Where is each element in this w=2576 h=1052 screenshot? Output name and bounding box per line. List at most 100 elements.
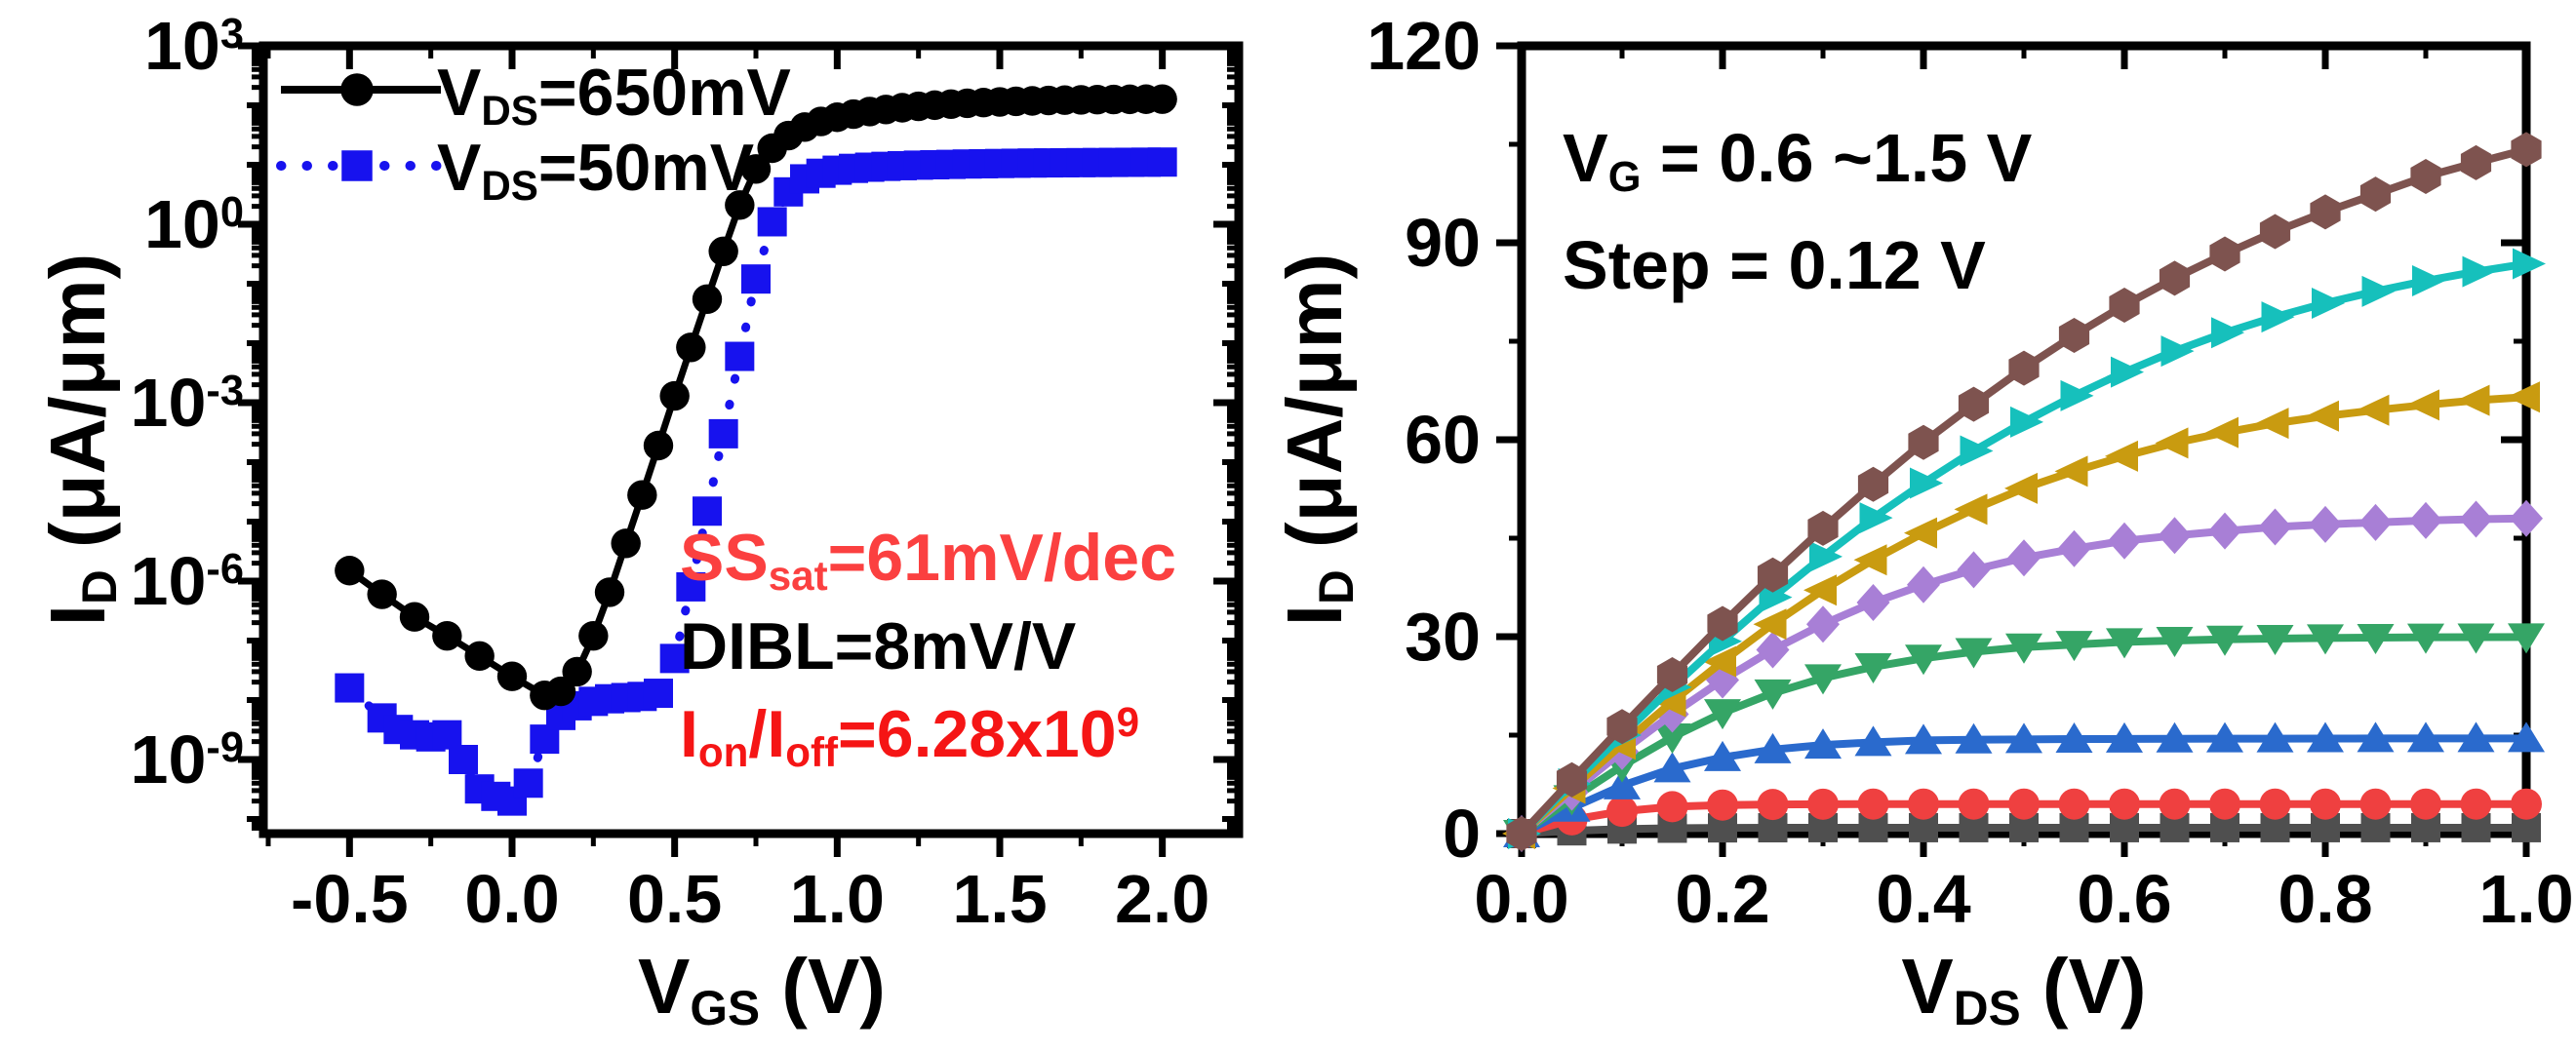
text-segment: -3 [206,368,244,415]
hexagon-marker [2209,236,2240,272]
square-marker [513,768,543,799]
hexagon-marker [2511,132,2542,168]
square-marker [708,418,738,448]
text-segment: =6.28x10 [838,697,1117,771]
triangle-up-marker [2508,721,2545,753]
triangle-left-marker [1853,544,1887,576]
triangle-left-marker [2004,472,2038,504]
circle-marker [1908,788,1939,820]
circle-marker [399,602,430,632]
text-segment: 9 [1116,698,1140,745]
circle-marker [340,73,374,106]
text-segment: -6 [206,546,244,594]
circle-marker [1606,796,1638,828]
hexagon-marker [2460,144,2492,180]
x-tick-label: 2.0 [1115,861,1210,937]
square-marker [740,264,771,294]
triangle-right-marker [2513,248,2546,280]
text-segment: =650mV [537,56,791,130]
x-tick-label: 0.2 [1675,861,1770,937]
diamond-marker [2510,499,2543,537]
triangle-down-marker [2106,628,2143,659]
x-axis-title: VDS (V) [1901,948,2146,1033]
diamond-marker [1957,551,1991,589]
triangle-up-marker [1754,732,1792,763]
triangle-left-marker [1753,608,1787,641]
hexagon-marker [2359,176,2392,213]
triangle-left-marker [1904,517,1937,549]
diamond-marker [2309,505,2342,543]
square-marker [725,341,755,371]
circle-marker [2511,788,2542,820]
triangle-up-marker [1704,740,1741,771]
circle-marker [335,556,365,586]
triangle-down-marker [1653,723,1691,755]
triangle-down-marker [2256,625,2294,656]
diamond-marker [2409,501,2442,539]
text-segment: (μA/μm) [34,253,121,570]
text-segment: D [71,569,127,605]
triangle-up-marker [2357,721,2395,753]
circle-marker [2460,788,2492,820]
circle-marker [562,656,592,687]
hexagon-marker [1807,510,1839,546]
triangle-right-marker [2160,335,2195,368]
text-segment: (V) [760,943,886,1030]
text-segment: 10 [130,721,207,798]
circle-marker [692,284,723,315]
triangle-left-marker [2406,389,2439,421]
text-segment: =50mV [537,131,755,205]
text-segment: V [437,131,482,205]
text-segment: V [1563,120,1608,196]
triangle-up-marker [1955,722,1993,754]
diamond-marker [2459,500,2493,538]
triangle-down-marker [1704,699,1741,730]
circle-marker [2209,788,2240,820]
hexagon-marker [2259,214,2291,250]
circle-marker [1757,789,1789,821]
y-axis-title: ID (μA/μm) [1271,253,1364,627]
output-plot [1496,41,2546,857]
triangle-up-marker [1905,723,1942,755]
x-tick-label: -0.5 [291,861,409,937]
square-marker [757,207,787,237]
triangle-right-marker [2010,406,2043,438]
x-axis-title: VGS (V) [638,948,886,1033]
text-segment: (V) [2020,943,2147,1030]
triangle-down-marker [2357,624,2395,655]
text-segment: on [697,729,749,776]
x-tick-label: 1.0 [789,861,885,937]
hexagon-marker [1857,466,1889,502]
annotation: VG = 0.6 ~1.5 V [1563,124,2032,199]
y-tick-label: 10-3 [131,369,244,437]
series-line-VDS=50mV [344,157,1168,806]
text-segment: /I [748,697,786,771]
circle-marker [545,676,576,707]
triangle-right-marker [2261,301,2295,333]
annotation: DIBL=8mV/V [680,613,1076,680]
legend-label: VDS=650mV [437,59,791,132]
hexagon-marker [2410,158,2441,194]
x-tick-label: 0.5 [627,861,723,937]
legend-label: VDS=50mV [437,135,754,207]
circle-marker [594,577,625,607]
triangle-right-marker [1910,467,1943,499]
y-tick-label: 100 [144,190,244,258]
triangle-up-marker [2206,721,2243,753]
hexagon-marker [2058,317,2090,353]
text-segment: G [1607,154,1642,202]
hexagon-marker [1707,605,1738,642]
circle-marker [1958,788,1990,820]
x-tick-label: 1.5 [952,861,1048,937]
circle-marker [627,480,657,510]
triangle-right-marker [1809,540,1843,572]
text-segment: GS [690,980,761,1035]
triangle-right-marker [2462,255,2496,288]
circle-marker [496,661,528,691]
text-segment: Step = 0.12 V [1563,227,1986,303]
triangle-left-marker [1703,645,1736,678]
text-segment: 3 [219,11,244,58]
circle-marker [659,380,690,411]
hexagon-marker [1757,557,1789,593]
